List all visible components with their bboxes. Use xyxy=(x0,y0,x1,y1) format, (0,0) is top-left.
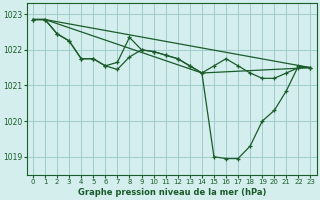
X-axis label: Graphe pression niveau de la mer (hPa): Graphe pression niveau de la mer (hPa) xyxy=(77,188,266,197)
